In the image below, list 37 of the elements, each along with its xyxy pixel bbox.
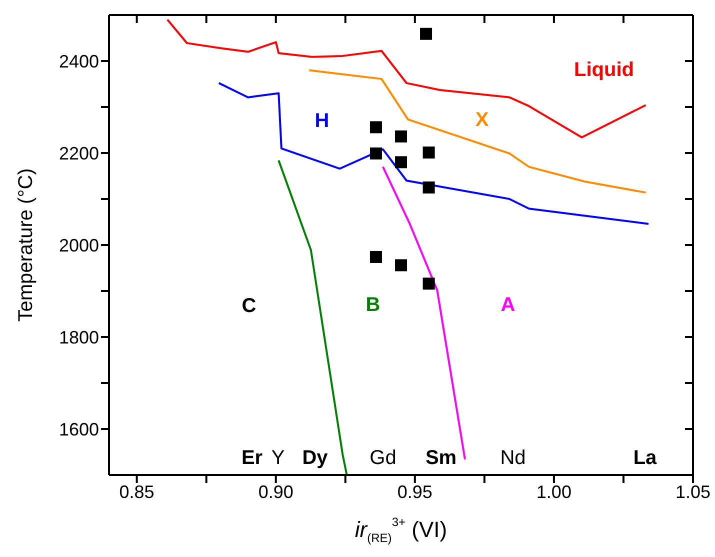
x-axis-title: ir$_{(RE)}$$^{3+}$ (VI) bbox=[354, 515, 448, 545]
annotation: H bbox=[314, 110, 330, 132]
y-axis-title: Temperature (°C) bbox=[15, 168, 37, 322]
y-tick-label: 2200 bbox=[58, 143, 99, 164]
y-tick-label: 1800 bbox=[58, 327, 99, 348]
point bbox=[395, 259, 407, 272]
x-tick-label: 1.05 bbox=[675, 482, 711, 502]
line-series bbox=[218, 82, 650, 225]
point bbox=[370, 121, 382, 134]
x-tick-label: 0.85 bbox=[119, 482, 154, 502]
annotation: Sm bbox=[425, 447, 457, 469]
point bbox=[370, 250, 382, 263]
annotation: Nd bbox=[500, 447, 526, 469]
y-tick-label: 2400 bbox=[58, 51, 99, 72]
annotation: Er bbox=[241, 447, 263, 469]
point bbox=[422, 182, 435, 194]
x-tick-label: 0.95 bbox=[397, 482, 432, 502]
y-tick-label: 1600 bbox=[58, 419, 99, 440]
point bbox=[370, 147, 382, 160]
point bbox=[420, 28, 432, 40]
annotation: Liquid bbox=[574, 59, 634, 81]
point bbox=[422, 146, 435, 159]
annotation: X bbox=[475, 109, 489, 131]
point bbox=[422, 278, 435, 290]
annotation: A bbox=[500, 294, 516, 316]
annotation: Gd bbox=[370, 447, 396, 469]
point bbox=[395, 156, 407, 168]
annotation: Dy bbox=[302, 447, 328, 469]
point bbox=[395, 130, 407, 142]
line-series bbox=[166, 18, 647, 138]
x-tick-label: 1.00 bbox=[536, 482, 572, 502]
annotation: B bbox=[366, 294, 380, 316]
annotation: C bbox=[242, 295, 256, 317]
x-tick-label: 0.90 bbox=[258, 482, 294, 502]
annotation: Y bbox=[271, 447, 285, 469]
annotation: La bbox=[633, 447, 657, 469]
y-tick-label: 2000 bbox=[58, 235, 99, 256]
